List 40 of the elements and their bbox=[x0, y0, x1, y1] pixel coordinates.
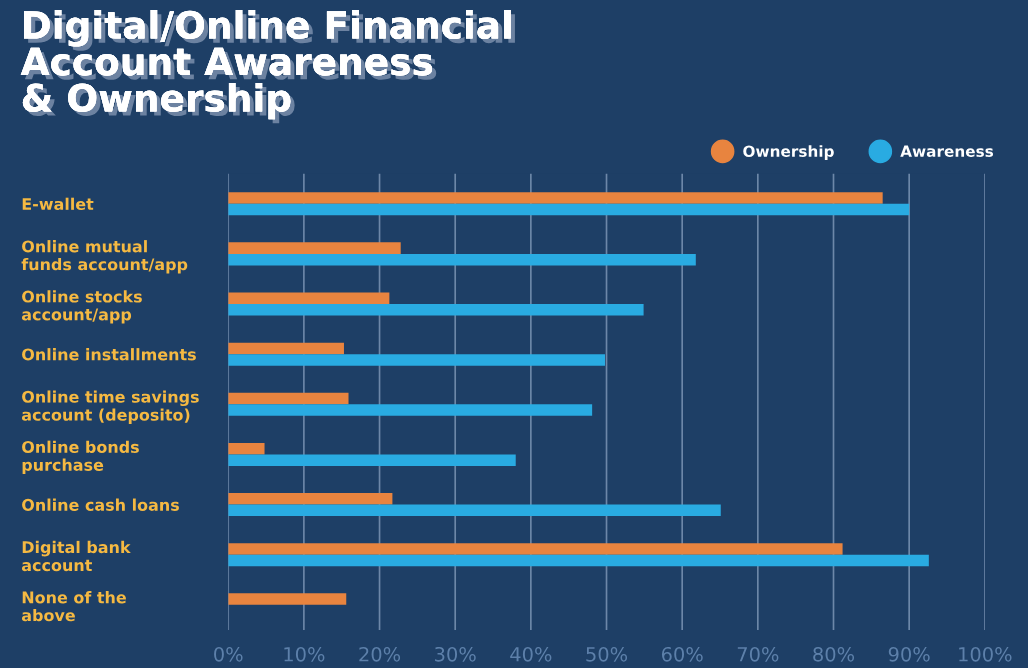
bar bbox=[228, 242, 401, 254]
bar bbox=[228, 292, 390, 305]
bar bbox=[228, 554, 929, 567]
bar bbox=[228, 454, 516, 466]
bar bbox=[228, 593, 347, 605]
bar bbox=[228, 203, 910, 216]
x-tick-label: 30% bbox=[435, 646, 476, 662]
x-tick-label: 40% bbox=[510, 646, 552, 662]
bar bbox=[228, 404, 593, 416]
y-tick-label: E-wallet bbox=[22, 197, 94, 211]
y-tick-label: Digital bank account bbox=[21, 540, 131, 572]
legend-label: Ownership bbox=[743, 145, 834, 160]
y-tick-label: Online installments bbox=[22, 348, 196, 361]
x-tick-label: 90% bbox=[888, 646, 930, 662]
y-tick-label: Online mutual funds account/app bbox=[21, 240, 188, 274]
x-tick-label: 10% bbox=[284, 646, 325, 662]
x-tick-label: 50% bbox=[586, 646, 628, 662]
x-tick-label: 100% bbox=[959, 646, 1012, 662]
bar bbox=[228, 253, 696, 266]
x-tick-label: 60% bbox=[661, 646, 703, 662]
chart-title: Digital/Online Financial Account Awareness & Ownership bbox=[20, 10, 515, 124]
bar bbox=[228, 392, 349, 405]
y-tick-label: None of the above bbox=[21, 591, 126, 622]
x-tick-label: 0% bbox=[214, 646, 243, 662]
y-tick-label: Online cash loans bbox=[22, 498, 179, 511]
bar bbox=[228, 493, 393, 505]
legend-label: Awareness bbox=[900, 145, 994, 157]
bar bbox=[228, 504, 721, 517]
y-tick-label: Online stocks account/app bbox=[21, 290, 142, 324]
bar bbox=[228, 442, 265, 455]
bar bbox=[228, 354, 606, 366]
y-tick-label: Online bonds purchase bbox=[22, 440, 139, 474]
bar bbox=[228, 304, 644, 316]
x-tick-label: 20% bbox=[359, 646, 401, 662]
y-tick-label: Online time savings account (deposito) bbox=[21, 390, 199, 424]
bar bbox=[228, 543, 843, 555]
x-tick-label: 80% bbox=[813, 646, 855, 662]
x-tick-label: 70% bbox=[737, 646, 779, 662]
bar bbox=[228, 192, 883, 204]
bar bbox=[228, 342, 344, 355]
